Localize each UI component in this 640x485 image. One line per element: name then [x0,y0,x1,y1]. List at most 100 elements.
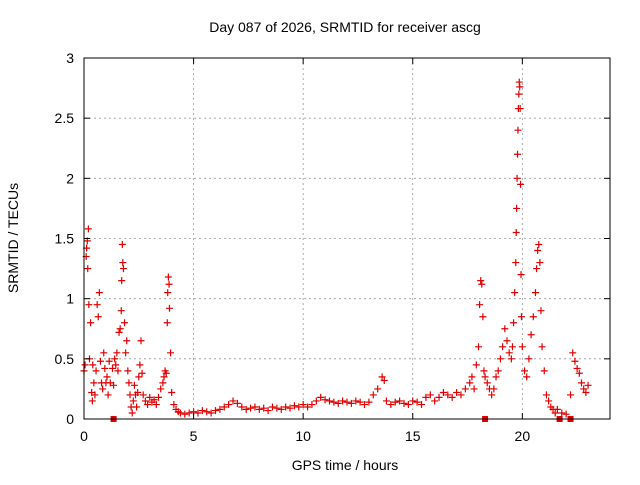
data-point [492,373,500,381]
data-point [238,403,246,411]
data-point [545,397,553,405]
data-point [111,355,119,363]
data-point [553,405,561,413]
data-point [365,398,373,406]
data-point [88,397,96,405]
data-point [330,398,338,406]
data-point [125,379,133,387]
data-point [516,83,524,91]
data-point [212,407,219,415]
y-tick-label: 2.5 [55,110,75,126]
data-point [90,379,98,387]
data-point [163,319,171,327]
data-point [101,364,109,372]
data-point [118,277,126,285]
data-point [499,343,507,351]
data-point [247,404,255,412]
data-point [352,397,360,405]
data-point [409,397,417,405]
data-point [529,313,537,321]
data-point [479,313,487,321]
y-tick-label: 0.5 [55,351,75,367]
data-point [536,259,544,267]
data-point [475,343,482,351]
data-point [286,404,294,412]
data-point [422,393,430,401]
data-point [575,369,583,377]
data-point [514,126,522,134]
data-point [396,397,404,405]
data-point [535,241,543,249]
data-point [466,379,474,387]
data-point [144,401,152,409]
data-point [472,361,480,369]
data-point [290,402,298,410]
data-point [490,385,498,393]
data-point [170,401,178,409]
data-point [119,265,127,273]
data-point [387,401,395,409]
data-point [517,180,525,188]
data-point [233,399,241,407]
data-point [220,403,228,411]
data-point [92,367,100,375]
y-tick-label: 2 [66,170,74,186]
data-point [476,301,484,309]
data-point [81,361,89,369]
data-point [167,349,175,357]
data-point [122,349,130,357]
data-point [229,397,237,405]
data-point [534,247,542,255]
data-point [159,379,167,387]
data-point [512,259,520,267]
data-point [369,391,377,399]
data-point [518,343,526,351]
data-point [457,391,465,399]
data-point [512,228,520,236]
data-point [299,401,307,409]
data-point [444,391,452,399]
data-point [521,367,529,375]
data-point [103,373,111,381]
data-point [273,404,281,412]
data-point [571,357,579,365]
data-point [461,385,469,393]
data-point [181,410,189,418]
data-point [108,364,116,372]
grid [84,58,610,419]
data-point [162,369,170,377]
data-point [255,405,263,413]
data-point [343,398,351,406]
data-point [96,357,104,365]
data-point [282,403,290,411]
data-point [488,391,496,399]
data-point [531,289,539,297]
data-point [242,405,250,413]
y-axis-label: SRMTID / TECUs [5,183,21,293]
data-point [510,319,518,327]
data-point [382,397,390,405]
data-point [105,357,113,365]
data-point [404,401,412,409]
data-point [347,399,355,407]
x-tick-label: 10 [295,428,311,444]
data-point [304,403,312,411]
data-point [418,401,426,409]
data-point [308,401,316,409]
data-point [95,289,103,297]
data-point [468,373,476,381]
data-point [135,373,143,381]
data-point [194,409,202,417]
x-tick-label: 0 [80,428,88,444]
data-point [361,401,369,409]
data-point [573,364,581,372]
x-tick-label: 5 [190,428,198,444]
data-point [562,410,570,418]
data-point [130,381,138,389]
data-point [494,367,502,375]
data-point [157,385,165,393]
data-point [321,396,329,404]
data-point [114,367,122,375]
